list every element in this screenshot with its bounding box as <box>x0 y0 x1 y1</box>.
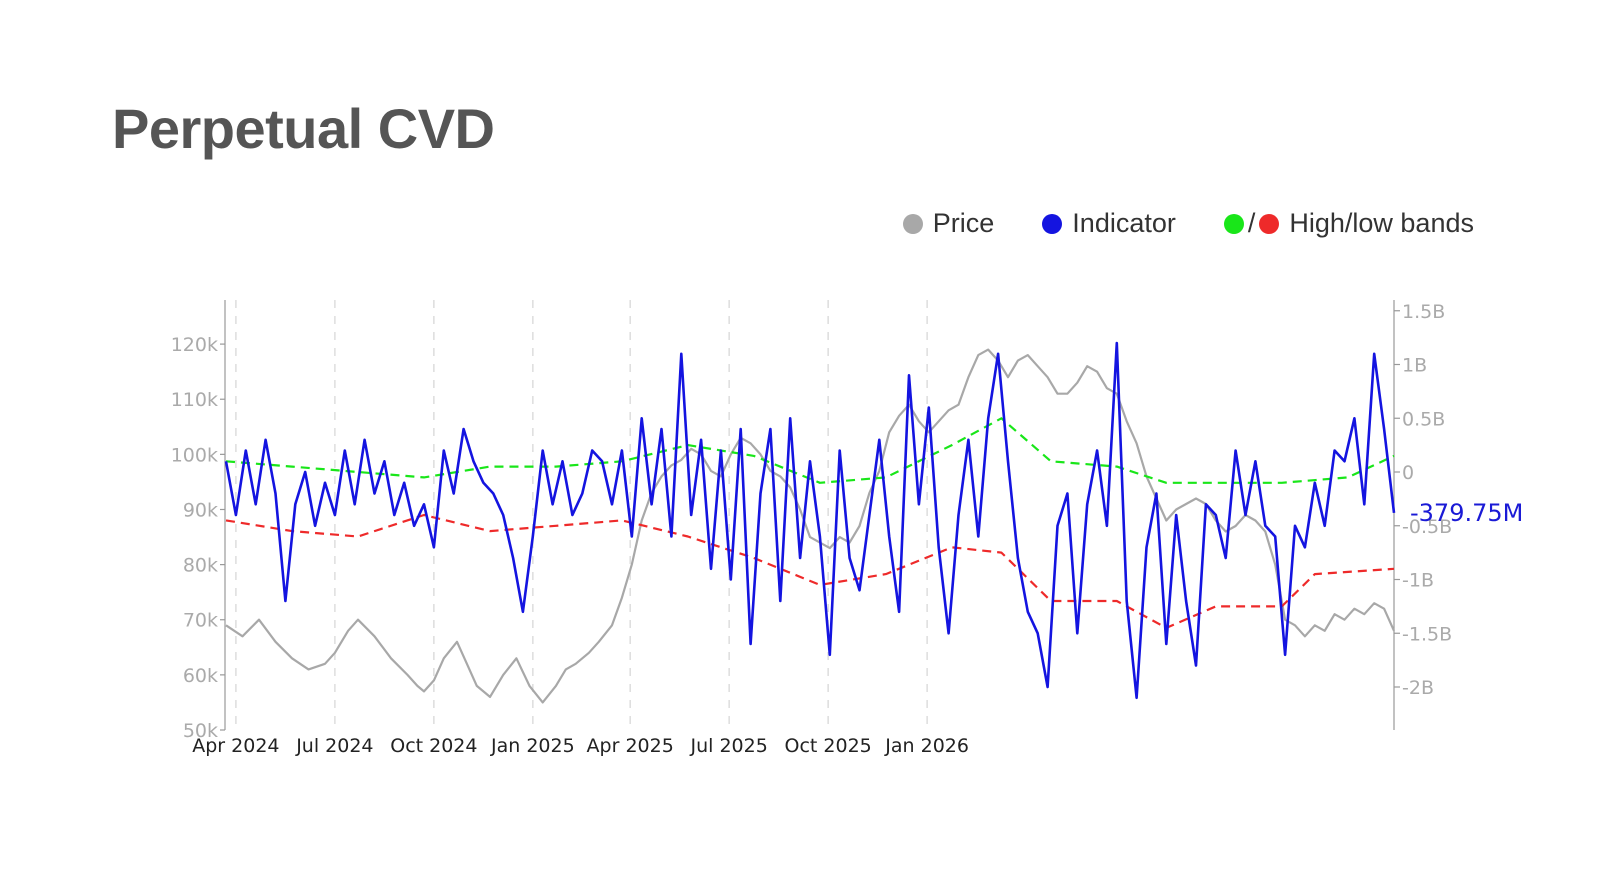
x-tick-label: Apr 2025 <box>587 735 674 757</box>
left-tick-label: 90k <box>183 499 218 521</box>
legend-label-bands: High/low bands <box>1289 208 1474 238</box>
legend-label-price: Price <box>932 208 995 238</box>
tick-labels: Apr 2024 Jul 2024 Oct 2024 Jan 2025 Apr 2025… <box>171 301 1524 757</box>
right-tick-label: 1B <box>1402 355 1427 377</box>
x-tick-label: Jan 2026 <box>884 735 969 757</box>
indicator-dot-icon <box>1042 213 1063 234</box>
x-tick-label: Jul 2024 <box>295 735 373 757</box>
right-tick-label: -1.5B <box>1402 623 1452 645</box>
chart-axes <box>220 300 1400 731</box>
x-tick-label: Jul 2025 <box>689 735 767 757</box>
series-line-price <box>225 348 1396 704</box>
x-tick-label: Apr 2024 <box>192 735 279 757</box>
legend-separator: / <box>1247 208 1256 238</box>
legend-label-indicator: Indicator <box>1072 208 1176 238</box>
chart-series <box>224 341 1396 704</box>
right-tick-label: -2B <box>1402 677 1434 699</box>
page-title: Perpetual CVD <box>112 97 495 160</box>
x-tick-label: Oct 2025 <box>785 735 872 757</box>
left-tick-label: 60k <box>183 665 218 687</box>
price-dot-icon <box>902 213 923 234</box>
legend-item-indicator[interactable]: Indicator <box>1042 208 1176 239</box>
x-tick-label: Oct 2024 <box>390 735 477 757</box>
vertical-gridlines <box>235 300 928 730</box>
left-tick-label: 100k <box>171 444 218 466</box>
left-tick-label: 50k <box>183 720 218 742</box>
right-tick-label: 0.5B <box>1402 408 1445 430</box>
legend-item-bands[interactable]: / High/low bands <box>1223 208 1474 239</box>
left-tick-label: 120k <box>171 334 218 356</box>
left-tick-label: 80k <box>183 555 218 577</box>
series-line-indicator <box>224 341 1396 700</box>
legend-item-price[interactable]: Price <box>902 208 995 239</box>
right-tick-label: 0 <box>1402 462 1414 484</box>
right-tick-label: -0.5B <box>1402 516 1452 538</box>
left-tick-label: 70k <box>183 610 218 632</box>
series-line-high-band <box>225 417 1395 484</box>
last-value-label: -379.75M <box>1410 499 1523 527</box>
high-band-dot-icon <box>1223 213 1244 234</box>
left-tick-label: 110k <box>171 389 218 411</box>
low-band-dot-icon <box>1259 213 1280 234</box>
chart-legend: Price Indicator / High/low bands <box>855 208 1474 239</box>
right-tick-label: 1.5B <box>1402 301 1445 323</box>
series-line-low-band <box>225 513 1395 629</box>
x-tick-label: Jan 2025 <box>490 735 575 757</box>
right-tick-label: -1B <box>1402 570 1434 592</box>
